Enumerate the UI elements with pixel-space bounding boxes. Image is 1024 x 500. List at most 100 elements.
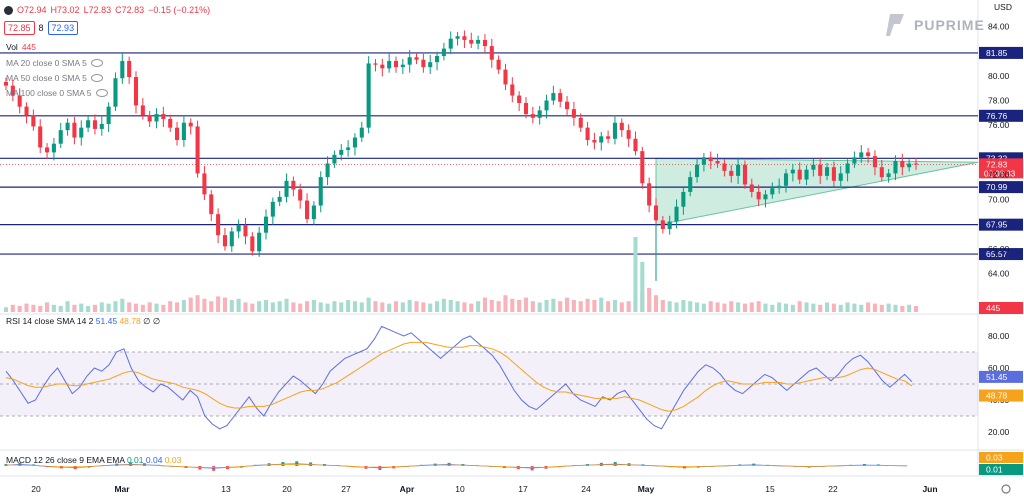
volume-bar	[45, 302, 50, 312]
candle-body	[284, 180, 289, 197]
candle-body	[503, 69, 508, 85]
ma20-label: MA 20 close 0 SMA 5	[6, 58, 87, 68]
ma20-legend[interactable]: MA 20 close 0 SMA 5	[6, 58, 103, 68]
volume-bar	[277, 301, 282, 312]
time-tick-label: 24	[581, 484, 591, 494]
candle-body	[578, 117, 583, 128]
candle-body	[120, 60, 125, 79]
high-value: H73.02	[50, 5, 80, 15]
eye-hidden-icon[interactable]	[90, 59, 103, 67]
volume-bar	[366, 297, 371, 312]
candle-body	[783, 173, 789, 186]
time-tick-label: Mar	[114, 484, 130, 494]
rsi-name: RSI 14 close SMA 14 2	[6, 316, 94, 326]
ma100-label: MA 100 close 0 SMA 5	[6, 88, 92, 98]
level-tag-label: 76.76	[986, 111, 1008, 121]
candle-body	[708, 157, 713, 162]
brand-name: PUPRIME	[914, 17, 985, 33]
candle-body	[325, 163, 330, 178]
candle-body	[263, 216, 269, 233]
candle-body	[229, 231, 234, 247]
volume-bar	[86, 306, 91, 312]
volume-bar	[708, 301, 713, 312]
symbol-icon	[4, 5, 13, 15]
candle-body	[332, 154, 337, 164]
candle-body	[777, 185, 782, 189]
level-tag	[979, 218, 1023, 231]
candle-body	[482, 39, 487, 47]
volume-bar	[558, 301, 563, 312]
rsi-legend[interactable]: RSI 14 close SMA 14 2 51.45 48.78 ∅ ∅	[6, 316, 160, 327]
volume-bar	[544, 300, 549, 312]
candle-body	[216, 214, 221, 236]
candle-body	[270, 201, 275, 217]
time-tick-label: 22	[828, 484, 838, 494]
price-tick-label: 70.00	[988, 194, 1010, 204]
volume-bar	[811, 303, 816, 312]
eye-hidden-icon[interactable]	[95, 89, 108, 97]
close-value: C72.83	[115, 5, 145, 15]
volume-bar	[647, 288, 652, 312]
macd-line-value: 0.04	[145, 455, 163, 465]
candle-body	[72, 122, 77, 138]
time-tick-label: May	[638, 484, 655, 494]
candle-body	[537, 110, 542, 118]
candle-body	[373, 63, 378, 65]
candle-body	[311, 205, 316, 220]
volume-tag-label: 445	[986, 303, 1000, 313]
level-tag-label: 67.95	[986, 220, 1008, 230]
eye-hidden-icon[interactable]	[90, 74, 103, 82]
candle-body	[496, 59, 501, 70]
volume-bar	[872, 303, 877, 312]
volume-bar	[517, 300, 522, 312]
volume-bar	[140, 304, 145, 312]
candle-body	[688, 177, 693, 192]
level-tag-label: 73.32	[986, 153, 1008, 163]
candle-body	[106, 106, 111, 124]
volume-spike	[640, 262, 645, 312]
rsi-tail: ∅ ∅	[143, 316, 161, 326]
volume-bar	[578, 301, 583, 312]
volume-bar	[147, 302, 152, 312]
volume-bar	[742, 303, 747, 312]
rsi-line	[5, 325, 913, 430]
volume-bar	[852, 303, 857, 312]
macd-value-tag	[979, 464, 1023, 475]
volume-bar	[448, 300, 453, 312]
ma100-legend[interactable]: MA 100 close 0 SMA 5	[6, 88, 108, 98]
level-tag	[979, 109, 1023, 122]
candle-body	[387, 60, 392, 69]
currency-label[interactable]: USD	[994, 2, 1012, 12]
ma50-legend[interactable]: MA 50 close 0 SMA 5	[6, 73, 103, 83]
open-value: O72.94	[17, 5, 47, 15]
macd-legend[interactable]: MACD 12 26 close 9 EMA EMA 0.01 0.04 0.0…	[6, 455, 181, 465]
candle-body	[913, 163, 919, 165]
candle-body	[318, 177, 323, 206]
time-tick-label: Jun	[922, 484, 937, 494]
volume-bar	[469, 303, 474, 312]
volume-bar	[838, 304, 843, 312]
candle-body	[571, 109, 576, 118]
price-tick-label: 78.00	[988, 95, 1010, 105]
macd-signal-value: 0.03	[164, 455, 182, 465]
candle-body	[428, 62, 433, 68]
price-tick-label: 66.00	[988, 244, 1010, 254]
volume-bar	[886, 303, 891, 312]
candle-body	[749, 184, 754, 192]
buy-price-button[interactable]: 72.93	[47, 21, 79, 35]
volume-legend[interactable]: Vol 445	[6, 42, 36, 52]
candle-body	[181, 122, 186, 141]
candle-body	[517, 95, 522, 103]
volume-bar	[462, 302, 467, 312]
candle-body	[530, 114, 535, 118]
candle-body	[879, 167, 884, 178]
candle-body	[859, 152, 864, 158]
volume-bar	[489, 300, 494, 312]
candle-body	[38, 126, 43, 148]
candle-body	[455, 36, 460, 39]
sell-price-button[interactable]: 72.85	[4, 21, 35, 35]
volume-bar	[236, 298, 241, 312]
volume-bar	[161, 304, 166, 312]
candle-body	[818, 164, 823, 176]
candle-body	[161, 114, 166, 120]
